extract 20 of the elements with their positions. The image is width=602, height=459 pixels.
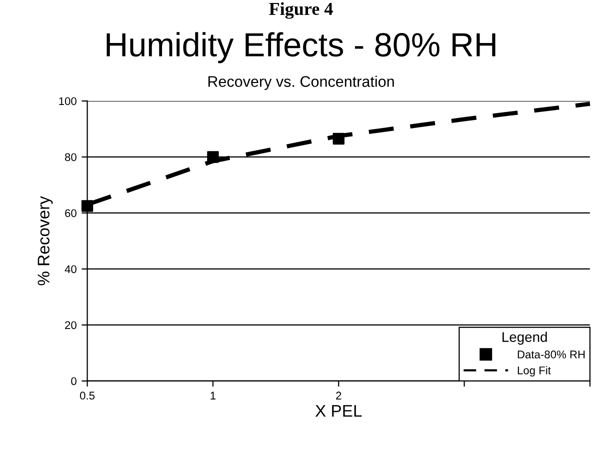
y-tick-label: 40 [64, 265, 76, 274]
x-tick-label: 0.5 [80, 392, 95, 400]
x-tick-label: 2 [336, 392, 342, 400]
y-tick-label: 60 [65, 209, 76, 218]
legend-label: Data-80% RH [518, 350, 585, 358]
legend-title: Legend [502, 332, 547, 345]
x-axis-title: X PEL [315, 405, 362, 417]
y-tick-label: 80 [65, 153, 76, 162]
x-tick-label: 1 [210, 392, 216, 400]
caption: Figure 4 [269, 2, 333, 19]
point [81, 200, 94, 212]
y-axis-title: % Recovery [38, 196, 53, 286]
y-tick-label: 100 [59, 97, 76, 106]
y-tick-label: 20 [65, 321, 76, 330]
legend-label: Log Fit [518, 366, 551, 377]
point [207, 151, 219, 163]
point [332, 132, 344, 145]
chart-title: Humidity Effects - 80% RH [106, 32, 496, 64]
chart-subtitle: Recovery vs. Concentration [208, 76, 394, 90]
y-tick-label: 0 [71, 377, 76, 386]
